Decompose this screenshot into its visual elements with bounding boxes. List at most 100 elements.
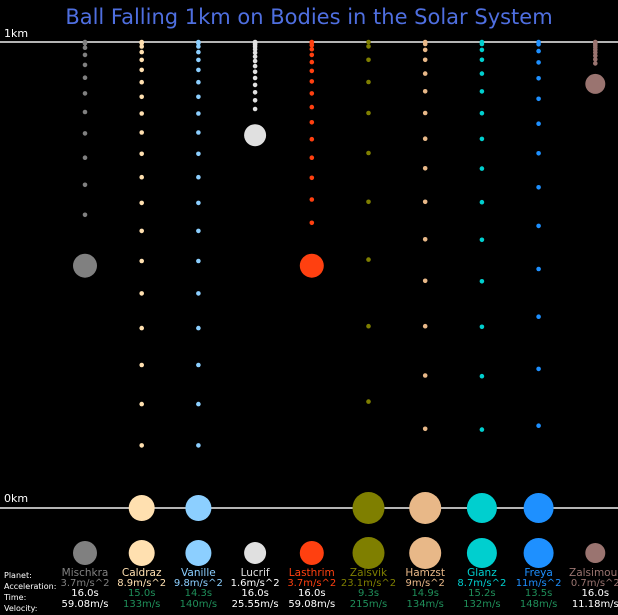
trail-dot-hamzst xyxy=(422,41,428,47)
ball-mischkra xyxy=(73,253,97,278)
trail-dot-caldraz xyxy=(139,151,144,157)
planet-column-vanille: Vanille 9.8m/s^2 14.3s 140m/s xyxy=(158,568,238,610)
ball-freya xyxy=(523,493,554,523)
trail-dot-hamzst xyxy=(422,166,428,171)
trail-dot-zalsimour xyxy=(593,57,598,62)
trail-dot-zalsimour xyxy=(593,50,598,55)
planet-acceleration: 11m/s^2 xyxy=(515,577,562,589)
trail-dot-vanille xyxy=(196,57,201,63)
trail-dot-mischkra xyxy=(82,91,88,96)
trail-dot-vanille xyxy=(196,44,201,49)
ball-vanille xyxy=(185,495,212,521)
trail-dot-vanille xyxy=(196,291,201,296)
trail-dot-lasthrim xyxy=(309,155,315,160)
planet-time: 16.0s xyxy=(71,588,99,599)
legend-ball-mischkra xyxy=(73,541,97,565)
trail-dot-lucrif xyxy=(252,54,258,59)
trail-dot-lucrif xyxy=(252,69,258,75)
trail-dot-mischkra xyxy=(82,155,88,160)
trail-dot-glanz xyxy=(479,427,485,432)
ball-glanz xyxy=(466,493,497,523)
planet-acceleration: 3.7m/s^2 xyxy=(60,577,110,589)
planet-name: Mischkra xyxy=(61,567,109,579)
legend-ball-vanille xyxy=(185,540,212,566)
trail-dot-lasthrim xyxy=(309,136,315,142)
planet-name: Caldraz xyxy=(121,567,162,579)
ball-zalsvik xyxy=(352,492,385,524)
legend-ball-glanz xyxy=(466,538,497,568)
bottom-axis-label: 0km xyxy=(4,492,29,505)
planet-name: Freya xyxy=(524,567,553,579)
trail-dot-freya xyxy=(536,423,541,429)
trail-dot-vanille xyxy=(196,200,201,206)
ball-lasthrim xyxy=(299,253,324,278)
trail-dot-zalsvik xyxy=(366,39,371,45)
trail-dot-lucrif xyxy=(252,50,258,55)
trail-dot-freya xyxy=(536,185,541,190)
planet-column-lasthrim: Lasthrim 3.7m/s^2 16.0s 59.08m/s xyxy=(272,568,352,610)
trail-dot-caldraz xyxy=(139,40,144,46)
trail-dot-mischkra xyxy=(82,131,88,136)
planet-velocity: 59.08m/s xyxy=(288,598,336,610)
trail-dot-vanille xyxy=(196,325,201,331)
planet-column-glanz: Glanz 8.7m/s^2 15.2s 132m/s xyxy=(442,568,522,610)
trail-dot-caldraz xyxy=(139,49,144,55)
trail-dot-caldraz xyxy=(139,401,144,407)
row-label-planet: Planet: xyxy=(4,571,32,580)
trail-dot-glanz xyxy=(479,199,485,205)
planet-time: 15.2s xyxy=(468,588,496,599)
trail-dot-vanille xyxy=(196,151,201,157)
legend-ball-hamzst xyxy=(409,537,442,569)
trail-dot-glanz xyxy=(479,166,485,171)
trail-dot-hamzst xyxy=(422,278,428,284)
trail-dot-hamzst xyxy=(422,71,428,76)
trail-dot-vanille xyxy=(196,130,201,135)
trail-dot-lucrif xyxy=(252,47,258,52)
planet-column-hamzst: Hamzst 9m/s^2 14.9s 134m/s xyxy=(385,568,465,610)
trail-dot-mischkra xyxy=(82,75,88,80)
trail-dot-mischkra xyxy=(82,52,88,58)
trail-dot-vanille xyxy=(196,94,201,100)
trail-dot-hamzst xyxy=(422,89,428,94)
trail-dot-caldraz xyxy=(139,325,144,331)
planet-acceleration: 0.7m/s^2 xyxy=(570,577,618,589)
legend-ball-zalsimour xyxy=(585,543,606,563)
trail-dot-freya xyxy=(536,366,541,372)
trail-dot-vanille xyxy=(196,362,201,368)
top-axis-label: 1km xyxy=(4,27,29,40)
trail-dot-vanille xyxy=(196,111,201,116)
trail-dot-lucrif xyxy=(252,63,258,69)
trail-dot-caldraz xyxy=(139,228,144,234)
trail-dot-hamzst xyxy=(422,57,428,63)
legend-ball-caldraz xyxy=(128,540,155,566)
trail-dot-zalsimour xyxy=(593,53,598,58)
trail-dot-lasthrim xyxy=(309,104,315,110)
planet-acceleration: 8.7m/s^2 xyxy=(457,577,507,589)
trail-dot-vanille xyxy=(196,40,201,46)
trail-dot-freya xyxy=(536,60,541,65)
trail-dot-glanz xyxy=(479,47,485,53)
trail-dot-caldraz xyxy=(139,57,144,63)
planet-name: Hamzst xyxy=(405,567,446,579)
trail-dot-mischkra xyxy=(82,212,88,218)
trail-dot-vanille xyxy=(196,49,201,55)
trail-dot-glanz xyxy=(479,41,485,47)
trail-dot-glanz xyxy=(479,237,485,243)
trail-dot-zalsimour xyxy=(593,61,598,66)
planet-time: 16.0s xyxy=(298,588,326,599)
planet-column-zalsvik: Zalsvik 23.1m/s^2 9.3s 215m/s xyxy=(329,568,409,610)
planet-name: Lasthrim xyxy=(288,567,335,579)
trail-dot-zalsvik xyxy=(366,257,371,262)
planet-time: 13.5s xyxy=(524,588,553,599)
trail-dot-hamzst xyxy=(422,237,428,242)
planet-column-caldraz: Caldraz 8.9m/s^2 15.0s 133m/s xyxy=(102,568,182,610)
planet-acceleration: 9.8m/s^2 xyxy=(173,577,223,589)
ball-lucrif xyxy=(244,124,267,147)
trail-dot-vanille xyxy=(196,67,201,73)
trail-dot-glanz xyxy=(479,324,485,330)
planet-column-freya: Freya 11m/s^2 13.5s 148m/s xyxy=(499,568,579,610)
planet-velocity: 59.08m/s xyxy=(61,598,109,610)
trail-dot-lucrif xyxy=(252,90,258,95)
planet-name: Zalsvik xyxy=(349,567,388,579)
